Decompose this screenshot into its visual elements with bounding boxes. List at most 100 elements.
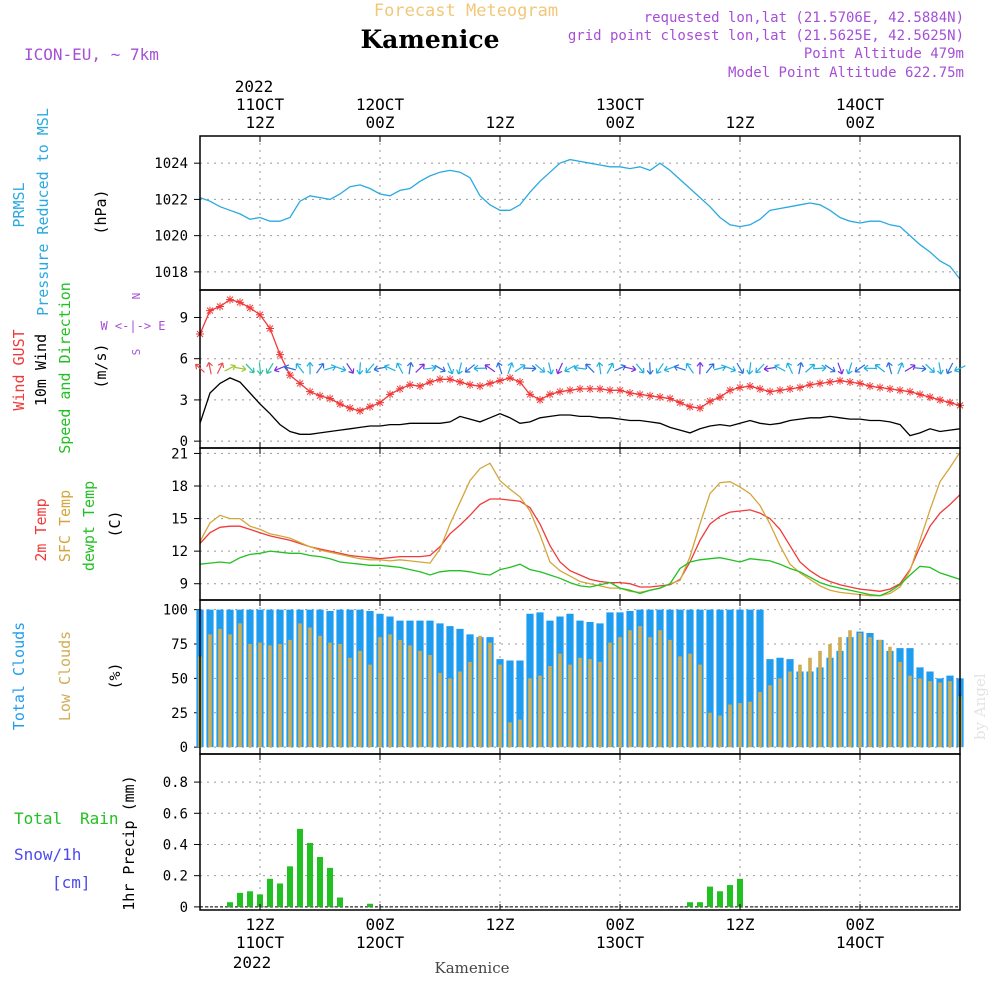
- wind-arrow: [714, 364, 727, 372]
- wind-arrow: [233, 365, 247, 373]
- wind-arrow: [306, 361, 314, 375]
- rain-bar: [287, 866, 293, 907]
- gust-marker: [726, 386, 734, 395]
- bottom-day-label: 11OCT: [236, 933, 285, 952]
- low-cloud-bar: [478, 635, 482, 748]
- gust-marker: [586, 384, 594, 393]
- wind-arrow: [555, 362, 563, 375]
- low-cloud-bar: [378, 637, 382, 748]
- pressure-label-msl: Pressure Reduced to MSL: [34, 108, 52, 316]
- low-cloud-bar: [408, 645, 412, 748]
- t2m-line: [199, 494, 961, 592]
- wind-arrow: [585, 363, 595, 373]
- low-cloud-bar: [818, 650, 822, 748]
- gust-marker: [746, 382, 754, 391]
- low-cloud-bar: [248, 644, 252, 748]
- gust-marker: [706, 397, 714, 406]
- temperature-ytick-label: 9: [180, 577, 188, 593]
- low-cloud-bar: [828, 644, 832, 748]
- low-cloud-bar: [468, 661, 472, 748]
- wind-arrow: [206, 361, 213, 375]
- wind-arrow: [295, 363, 305, 374]
- gust-marker: [446, 375, 454, 384]
- gust-marker: [736, 383, 744, 392]
- low-cloud-bar: [418, 650, 422, 748]
- bottom-hour-label: 12Z: [486, 915, 515, 934]
- low-cloud-bar: [928, 681, 932, 748]
- bottom-hour-label: 00Z: [366, 915, 395, 934]
- gust-marker: [296, 379, 304, 388]
- requested-coords: requested lon,lat (21.5706E, 42.5884N): [644, 10, 964, 26]
- gust-marker: [776, 386, 784, 395]
- low-cloud-bar: [858, 633, 862, 748]
- gust-marker: [416, 382, 424, 391]
- gust-marker: [556, 387, 564, 396]
- bottom-day-label: 12OCT: [356, 933, 405, 952]
- low-cloud-bar: [758, 692, 762, 748]
- gust-marker: [766, 387, 774, 396]
- wind-arrow: [837, 362, 845, 375]
- wind-arrow: [547, 362, 554, 375]
- rain-bar: [317, 856, 323, 907]
- low-cloud-bar: [888, 646, 892, 748]
- pressure-panel: 1018 1020 1022 1024: [154, 135, 961, 291]
- wind-arrow: [423, 364, 437, 372]
- compass-north: N: [130, 293, 143, 300]
- wind-ytick-label: 6: [180, 352, 188, 368]
- clouds-ytick-label: 25: [171, 706, 188, 722]
- rain-bar: [337, 897, 343, 907]
- wind-arrow: [886, 362, 893, 375]
- low-cloud-bar: [718, 715, 722, 748]
- gust-marker: [476, 382, 484, 391]
- gust-marker: [396, 384, 404, 393]
- gust-marker: [456, 378, 464, 387]
- gust-marker: [406, 380, 414, 389]
- wind-arrow: [845, 362, 853, 375]
- gust-marker: [646, 391, 654, 400]
- wind-ytick-label: 3: [180, 393, 188, 409]
- low-cloud-bar: [628, 630, 632, 748]
- wind-arrow: [673, 364, 686, 371]
- gust-marker: [896, 386, 904, 395]
- cloud-labels: Total Clouds Low Clouds (%): [10, 622, 124, 730]
- temp-label-2m: 2m Temp: [32, 498, 50, 561]
- gust-marker: [496, 376, 504, 385]
- low-cloud-bar: [688, 653, 692, 748]
- total-cloud-bar: [516, 660, 524, 748]
- low-cloud-bar: [658, 630, 662, 748]
- wind-arrow: [384, 364, 396, 372]
- pressure-ytick-label: 1018: [154, 265, 188, 281]
- wind-label-unit: (m/s): [92, 343, 110, 388]
- low-cloud-bar: [848, 630, 852, 748]
- low-cloud-bar: [278, 644, 282, 748]
- low-cloud-bar: [328, 642, 332, 748]
- low-cloud-bar: [208, 634, 212, 748]
- low-cloud-bar: [728, 704, 732, 748]
- precip-ytick-label: 0.2: [163, 869, 188, 885]
- gust-marker: [376, 398, 384, 407]
- model-altitude: Model Point Altitude 622.75m: [728, 65, 964, 81]
- precip-label-total: Total: [14, 809, 62, 828]
- clouds-ytick-label: 100: [163, 603, 188, 619]
- wind-arrow: [573, 364, 587, 372]
- wind-arrow: [283, 364, 296, 372]
- low-cloud-bar: [298, 623, 302, 748]
- gust-marker: [486, 379, 494, 388]
- gust-marker: [466, 380, 474, 389]
- gust-marker: [926, 393, 934, 402]
- wind-arrow: [535, 363, 546, 373]
- gust-marker: [666, 394, 674, 403]
- compass-south: S: [130, 349, 143, 356]
- temperature-ytick-label: 15: [171, 512, 188, 528]
- low-cloud-bar: [488, 642, 492, 748]
- low-cloud-bar: [948, 681, 952, 748]
- low-cloud-bar: [808, 657, 812, 748]
- wind-arrow: [854, 364, 866, 373]
- wind-arrow: [736, 362, 745, 375]
- precip-frame: [199, 753, 961, 911]
- wind-arrow: [874, 364, 886, 373]
- top-hour-label: 12Z: [726, 113, 755, 132]
- low-cloud-bar: [798, 664, 802, 748]
- wind-arrow: [646, 362, 654, 375]
